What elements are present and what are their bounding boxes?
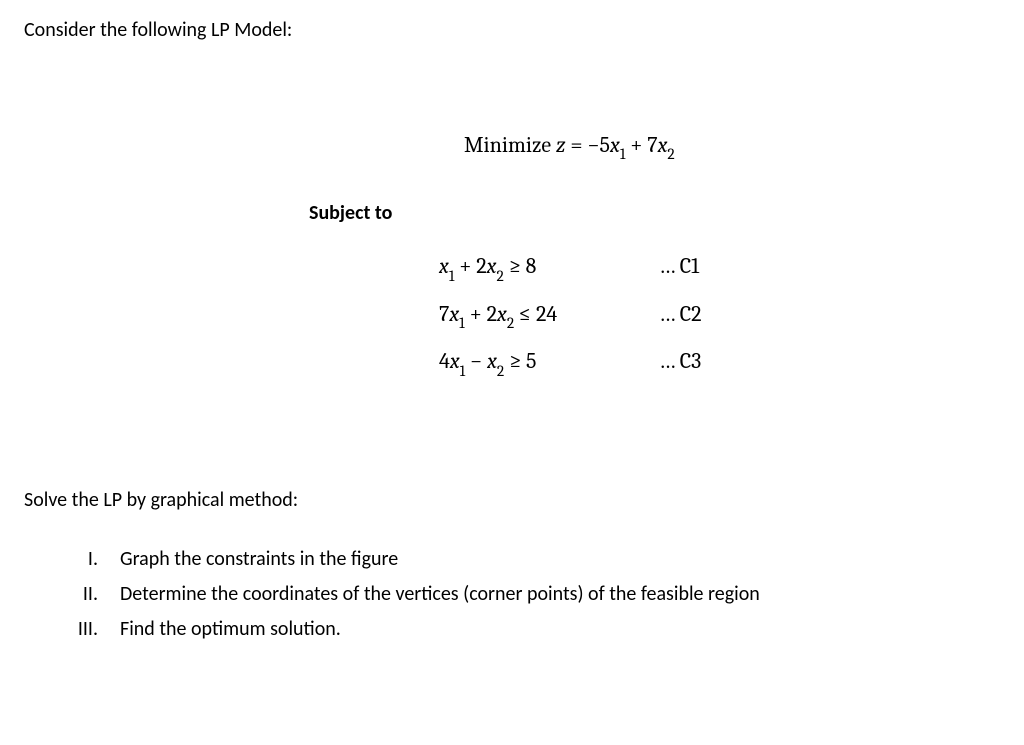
c3-t0-var: x: [450, 348, 460, 374]
c1-t1-op: +: [454, 253, 476, 279]
c2-t1-var: x: [497, 301, 507, 327]
obj-term1-var: x: [658, 132, 668, 158]
c1-t1-sub: 2: [496, 267, 503, 285]
task-item-3: III. Find the optimum solution.: [64, 616, 1000, 643]
problem-heading: Consider the following LP Model:: [24, 18, 1000, 42]
c2-rel: ≤: [514, 301, 536, 327]
obj-term1-sub: 2: [667, 145, 674, 163]
obj-term1-coef: 7: [647, 132, 657, 158]
constraint-c1-expr: x1 + 2x2 ≥ 8: [439, 253, 659, 282]
c2-t1-coef: 2: [487, 301, 497, 327]
objective-eq: =: [565, 132, 587, 158]
obj-term0-coef: −5: [587, 132, 610, 158]
obj-term1-op: +: [625, 132, 647, 158]
task-num-1: I.: [64, 546, 120, 573]
lp-model-block: Minimize z = −5x1 + 7x2 Subject to x1 + …: [309, 132, 1000, 378]
constraint-c2: 7x1 + 2x2 ≤ 24 … C2: [439, 301, 1000, 330]
constraint-c3: 4x1 − x2 ≥ 5 … C3: [439, 348, 1000, 377]
task-num-2: II.: [64, 581, 120, 608]
c1-t1-var: x: [487, 253, 497, 279]
c2-t1-sub: 2: [507, 314, 514, 332]
obj-term0-sub: 1: [620, 145, 626, 163]
c3-t1-sub: 2: [497, 362, 504, 380]
c1-rel: ≥: [504, 253, 526, 279]
c3-label: … C3: [659, 348, 701, 377]
c3-t0-coef: 4: [439, 348, 450, 374]
c2-t0-coef: 7: [439, 301, 449, 327]
c3-t1-op: −: [465, 348, 487, 374]
c2-t0-var: x: [449, 301, 459, 327]
c1-t0-var: x: [439, 253, 449, 279]
solve-heading: Solve the LP by graphical method:: [24, 488, 1000, 512]
c3-t0-sub: 1: [460, 362, 466, 380]
task-item-1: I. Graph the constraints in the figure: [64, 546, 1000, 573]
task-text-2: Determine the coordinates of the vertice…: [120, 581, 1000, 608]
objective-function: Minimize z = −5x1 + 7x2: [464, 132, 1000, 161]
c1-rhs: 8: [526, 253, 537, 279]
objective-prefix: Minimize: [464, 132, 556, 158]
c2-rhs: 24: [536, 301, 557, 327]
constraint-c3-expr: 4x1 − x2 ≥ 5: [439, 348, 659, 377]
c2-label: … C2: [659, 301, 702, 330]
constraint-c2-expr: 7x1 + 2x2 ≤ 24: [439, 301, 659, 330]
constraint-list: x1 + 2x2 ≥ 8 … C1 7x1 + 2x2 ≤ 24 … C2 4x…: [439, 253, 1000, 377]
task-item-2: II. Determine the coordinates of the ver…: [64, 581, 1000, 608]
c2-t1-op: +: [465, 301, 487, 327]
c2-t0-sub: 1: [459, 314, 465, 332]
constraint-c1: x1 + 2x2 ≥ 8 … C1: [439, 253, 1000, 282]
obj-term0-var: x: [610, 132, 620, 158]
c1-label: … C1: [659, 253, 699, 282]
c3-rhs: 5: [526, 348, 536, 374]
task-list: I. Graph the constraints in the figure I…: [64, 546, 1000, 643]
c1-t1-coef: 2: [476, 253, 486, 279]
c3-t1-var: x: [487, 348, 497, 374]
page: Consider the following LP Model: Minimiz…: [0, 0, 1024, 745]
c1-t0-sub: 1: [449, 267, 455, 285]
task-text-3: Find the optimum solution.: [120, 616, 1000, 643]
task-num-3: III.: [64, 616, 120, 643]
task-text-1: Graph the constraints in the figure: [120, 546, 1000, 573]
c3-rel: ≥: [504, 348, 526, 374]
subject-to-label: Subject to: [309, 201, 1000, 225]
